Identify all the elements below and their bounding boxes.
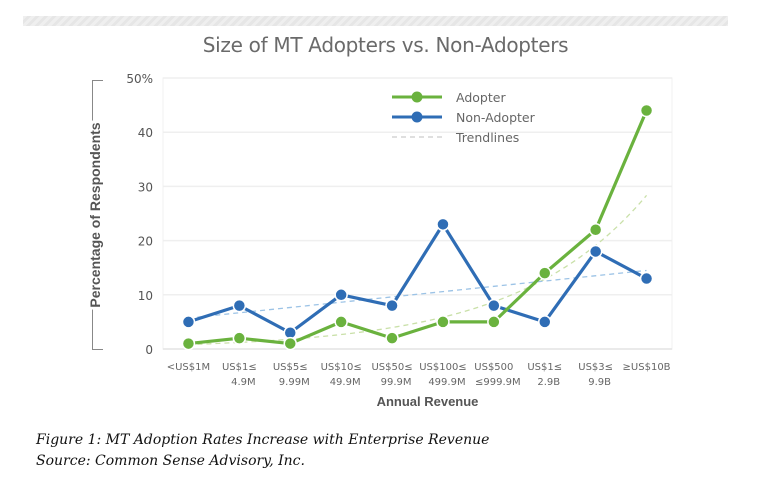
x-tick-label: US$100≤ [419,362,467,373]
legend-trendlines-label: Trendlines [455,130,519,145]
x-tick-label-line2: 49.9M [330,377,361,388]
adopter-point [639,103,654,118]
x-tick-label-line2: 499.9M [428,377,465,388]
x-tick-label-line2: 99.9M [381,377,412,388]
non-adopter-point [588,244,603,259]
non-adopter-point [181,315,196,329]
x-tick-label: US$3≤ [578,362,613,373]
legend-adopter-label: Adopter [456,90,506,105]
x-tick-label: <US$1M [167,362,210,373]
x-tick-label: US$1≤ [222,362,257,373]
adopter-trendline [188,194,648,346]
x-tick-label-line2: 9.9B [588,377,611,388]
caption-title: Figure 1: MT Adoption Rates Increase wit… [36,432,490,448]
x-tick-label-line2: 4.9M [231,377,256,388]
chart-title: Size of MT Adopters vs. Non-Adopters [202,33,569,57]
adopter-point [181,336,196,351]
non-adopter-point [436,217,450,232]
x-tick-label: US$10≤ [321,362,362,373]
adopter-point [283,336,297,351]
x-tick-label-line2: 9.99M [279,377,310,388]
adopter-point [436,315,450,329]
y-tick-label: 0 [145,343,153,357]
x-axis-label: Annual Revenue [377,394,479,409]
legend-non-adopter-marker [411,111,423,123]
non-adopter-point [232,298,247,313]
y-tick-label: 30 [138,180,153,194]
legend-adopter-marker [411,91,423,103]
non-adopter-point [639,271,654,286]
non-adopter-trendline [188,269,647,319]
x-tick-label: US$50≤ [371,362,412,373]
adopter-line [188,109,649,346]
non-adopter-point [385,298,399,313]
caption-source: Source: Common Sense Advisory, Inc. [36,453,305,469]
non-adopter-line [187,222,648,335]
legend-non-adopter-label: Non-Adopter [456,110,536,125]
y-tick-label: 10 [138,289,153,303]
figure-caption: Figure 1: MT Adoption Rates Increase wit… [36,430,489,472]
adopter-point [487,315,501,329]
y-axis-label-group: Percentage of Respondents [80,80,110,350]
y-tick-label: 50% [126,72,153,86]
adopter-point [588,223,603,237]
non-adopter-point [487,298,501,313]
adopter-point [232,331,247,345]
non-adopter-point [334,288,348,302]
y-tick-label: 40 [138,126,153,140]
x-tick-label: US$5≤ [273,362,308,373]
adopter-point [538,266,552,280]
x-tick-label-line2: 2.9B [537,377,560,388]
x-tick-label: ≥US$10B [623,362,671,373]
x-tick-label-line2: ≤999.9M [475,377,521,388]
adopter-point [385,331,399,345]
y-tick-label: 20 [138,235,153,249]
x-tick-label: US$500 [474,362,513,373]
x-tick-label: US$1≤ [527,362,562,373]
decorative-header-bar [23,16,728,26]
non-adopter-point [538,315,552,329]
adopter-point [334,315,348,329]
